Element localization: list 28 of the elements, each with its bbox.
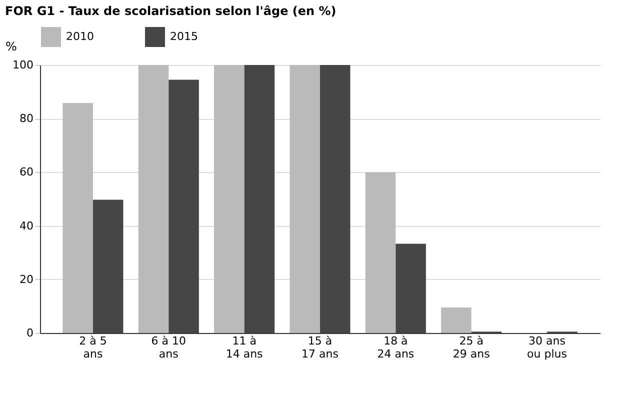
bar — [62, 103, 93, 333]
bar — [320, 65, 350, 333]
x-tick-label: 6 à 10 ans — [151, 334, 186, 360]
chart-title: FOR G1 - Taux de scolarisation selon l'âge (en %) — [5, 4, 336, 18]
bar — [441, 308, 472, 333]
legend-label: 2015 — [170, 30, 198, 43]
bar — [214, 65, 244, 333]
bar — [92, 200, 124, 333]
x-tick-label: 15 à 17 ans — [302, 334, 339, 360]
y-tick-label: 40 — [20, 219, 34, 232]
x-tick-label: 30 ans ou plus — [527, 334, 568, 360]
y-axis-title: % — [6, 40, 17, 54]
bar — [244, 65, 275, 333]
bar — [365, 172, 396, 333]
x-tick-label: 25 à 29 ans — [452, 334, 490, 360]
y-tick-label: 60 — [20, 166, 34, 179]
y-tick-label: 80 — [20, 112, 34, 126]
x-tick-label: 18 à 24 ans — [377, 334, 414, 360]
y-tick-label: 0 — [26, 326, 34, 340]
legend-label: 2010 — [66, 30, 94, 43]
y-tick-label: 20 — [20, 272, 34, 286]
bar — [396, 244, 426, 333]
x-tick-label: 2 à 5 ans — [79, 334, 107, 360]
bar — [168, 80, 199, 333]
y-tick-label: 100 — [12, 58, 34, 72]
bar — [138, 65, 169, 333]
bar — [290, 65, 320, 333]
x-tick-label: 11 à 14 ans — [226, 334, 264, 360]
